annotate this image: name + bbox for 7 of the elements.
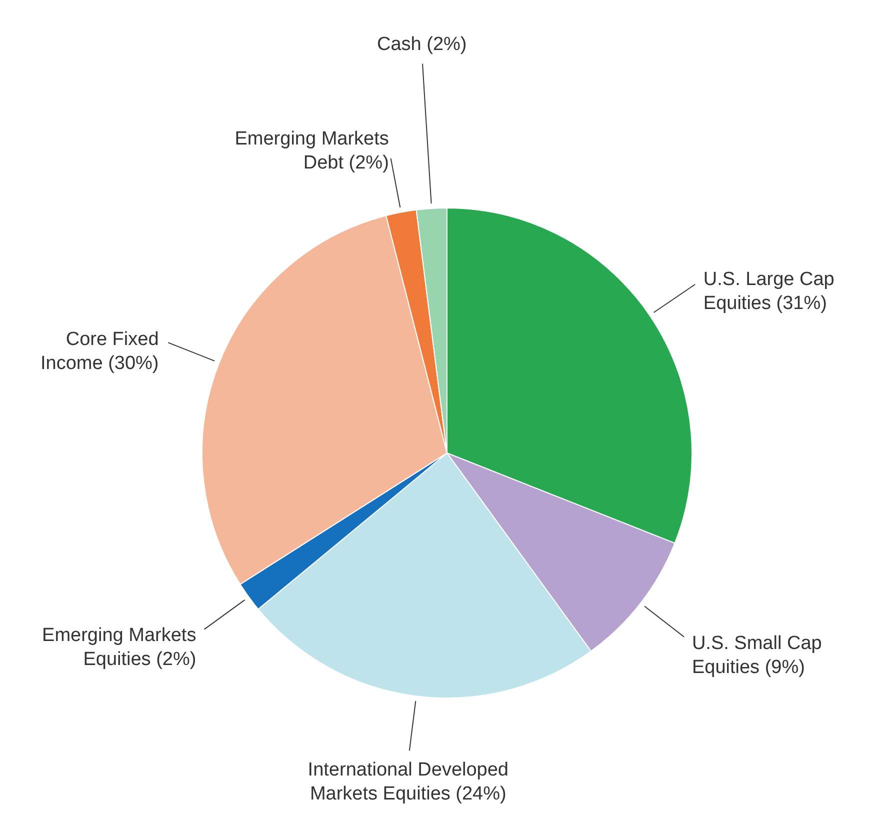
slice-label: International Developed Markets Equities (24%) [308, 760, 508, 805]
slice-label: Emerging Markets Debt (2%) [234, 128, 389, 174]
slice-label: U.S. Large Cap Equities (31%) [703, 268, 834, 314]
slice-label: Emerging Markets Equities (2%) [42, 625, 196, 670]
slice-label: Core Fixed Income (30%) [40, 328, 159, 374]
slice-label: Cash (2%) [377, 34, 467, 55]
slice-label: U.S. Small Cap Equities (9%) [692, 633, 822, 678]
